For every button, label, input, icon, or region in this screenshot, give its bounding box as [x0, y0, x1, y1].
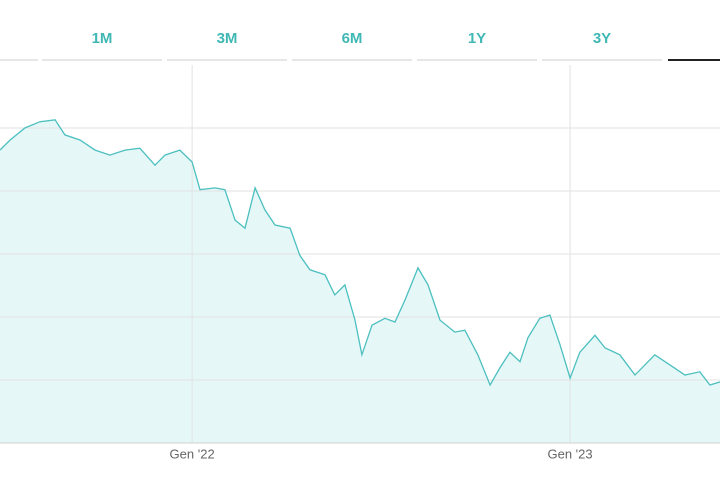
range-tab[interactable]: 1M	[92, 30, 113, 47]
x-tick-label: Gen '22	[170, 446, 215, 461]
range-tab[interactable]: 3M	[217, 30, 238, 47]
range-tab[interactable]: 6M	[342, 30, 363, 47]
area-fill	[0, 119, 720, 444]
range-tab[interactable]: 1Y	[468, 30, 486, 47]
range-tab[interactable]: 3Y	[593, 30, 611, 47]
x-tick-label: Gen '23	[548, 446, 593, 461]
price-line	[0, 119, 720, 387]
